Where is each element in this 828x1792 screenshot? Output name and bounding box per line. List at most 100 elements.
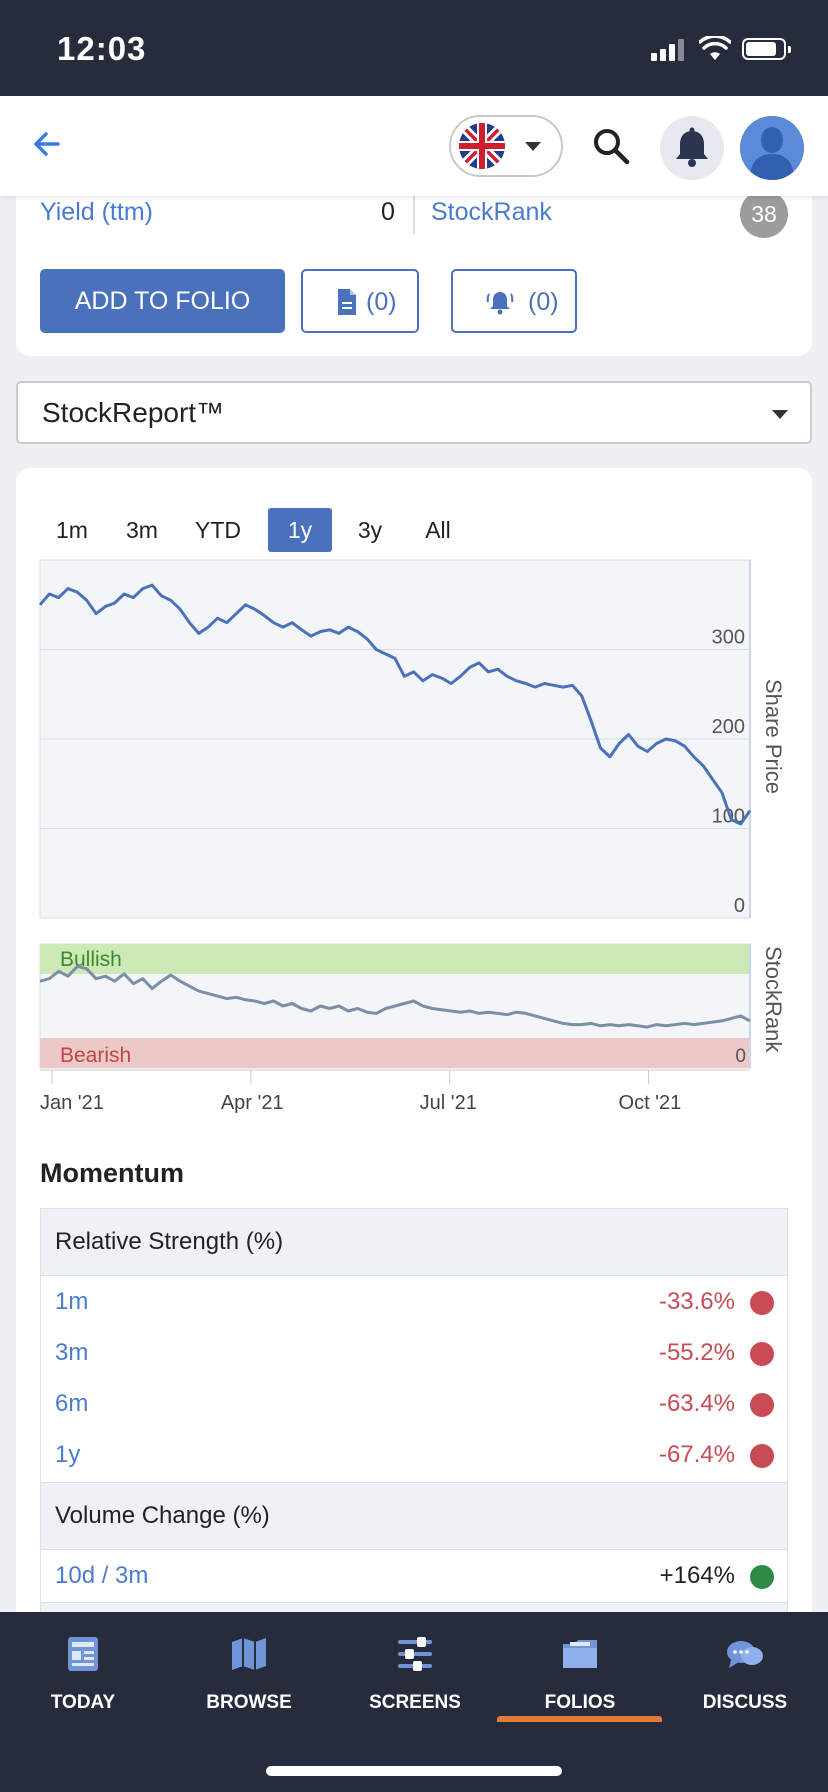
range-tab-ytd[interactable]: YTD — [195, 517, 241, 543]
bell-alert-icon — [486, 292, 514, 315]
back-arrow-icon[interactable] — [28, 124, 68, 164]
add-to-folio-button[interactable]: ADD TO FOLIO — [40, 269, 285, 333]
table-row: 1m -33.6% — [41, 1276, 787, 1327]
tab-screens[interactable]: SCREENS — [332, 1612, 498, 1732]
table-row: 6m -63.4% — [41, 1378, 787, 1429]
x-tick-label: Oct '21 — [619, 1092, 682, 1114]
status-dot-icon — [750, 1565, 774, 1589]
map-icon — [232, 1638, 266, 1670]
sliders-icon — [398, 1637, 432, 1671]
tab-label: DISCUSS — [702, 1692, 788, 1713]
tab-label: FOLIOS — [544, 1692, 616, 1713]
bell-icon — [676, 127, 708, 167]
top-nav-bar — [0, 96, 828, 196]
tab-label: BROWSE — [206, 1692, 292, 1713]
row-value: -67.4% — [658, 1441, 735, 1468]
table-row: 1y -67.4% — [41, 1429, 787, 1482]
tab-today[interactable]: TODAY — [0, 1612, 166, 1732]
x-tick-label: Jan '21 — [40, 1092, 104, 1114]
report-select[interactable]: StockReport™ — [16, 381, 812, 444]
row-label[interactable]: 3m — [55, 1339, 89, 1366]
row-label[interactable]: 6m — [55, 1390, 89, 1417]
notifications-button[interactable] — [660, 116, 724, 180]
bottom-tab-bar: TODAY BROWSE SCREENS FOLIOS — [0, 1612, 828, 1792]
volume-change-title: Volume Change (%) — [55, 1502, 270, 1529]
bullish-label: Bullish — [60, 948, 122, 971]
avatar[interactable] — [740, 116, 804, 180]
y-tick-label: 200 — [712, 716, 745, 738]
chevron-down-icon — [525, 142, 541, 151]
tab-browse[interactable]: BROWSE — [166, 1612, 332, 1732]
share-price-axis-label: Share Price — [761, 679, 786, 794]
report-select-value: StockReport™ — [42, 397, 225, 428]
stockrank-label[interactable]: StockRank — [431, 198, 552, 226]
home-indicator[interactable] — [266, 1766, 562, 1776]
document-icon — [338, 289, 356, 315]
chevron-down-icon — [772, 410, 788, 419]
bearish-band — [40, 1038, 750, 1068]
row-label[interactable]: 10d / 3m — [55, 1562, 149, 1589]
divider — [413, 194, 415, 234]
status-bar: 12:03 — [0, 0, 828, 96]
y-tick-label: 300 — [712, 627, 745, 649]
x-tick-label: Jul '21 — [420, 1092, 477, 1114]
bullish-band — [40, 944, 750, 974]
cellular-signal-icon — [651, 37, 687, 61]
battery-icon — [742, 38, 791, 60]
today-icon — [68, 1637, 98, 1671]
volume-change-header: Volume Change (%) — [41, 1482, 787, 1550]
yield-value: 0 — [381, 198, 395, 226]
search-icon[interactable] — [591, 126, 631, 166]
user-icon — [740, 116, 804, 180]
row-value: +164% — [659, 1562, 735, 1589]
relative-strength-title: Relative Strength (%) — [55, 1228, 284, 1255]
status-dot-icon — [750, 1291, 774, 1315]
relative-strength-header: Relative Strength (%) — [41, 1209, 787, 1276]
stockrank-axis-label: StockRank — [761, 946, 786, 1053]
wifi-icon — [699, 36, 731, 60]
tab-label: SCREENS — [369, 1692, 461, 1713]
stockrank-line — [39, 964, 751, 1029]
row-label[interactable]: 1m — [55, 1288, 89, 1315]
notes-count: (0) — [366, 288, 397, 316]
notes-button[interactable]: (0) — [301, 269, 419, 333]
market-selector[interactable] — [449, 115, 563, 177]
row-label[interactable]: 1y — [55, 1441, 81, 1468]
chart-card: 1m 3m YTD 1y 3y All 0 100 200 300 Share Pri… — [16, 468, 812, 1628]
range-tab-all[interactable]: All — [425, 517, 451, 543]
yield-label[interactable]: Yield (ttm) — [40, 198, 153, 226]
stockrank-badge: 38 — [740, 190, 788, 238]
uk-flag-icon — [459, 123, 505, 169]
bearish-label: Bearish — [60, 1044, 131, 1067]
table-row: 3m -55.2% — [41, 1327, 787, 1378]
tab-discuss[interactable]: DISCUSS — [662, 1612, 828, 1732]
range-tab-1y[interactable]: 1y — [268, 508, 332, 552]
stockrank-zero-tick: 0 — [735, 1046, 746, 1067]
momentum-title: Momentum — [40, 1158, 184, 1188]
momentum-table: Relative Strength (%) 1m -33.6% 3m -55.2… — [40, 1208, 788, 1624]
x-tick-label: Apr '21 — [221, 1092, 284, 1114]
tab-label: TODAY — [50, 1692, 116, 1713]
range-tab-1m[interactable]: 1m — [56, 517, 88, 543]
status-dot-icon — [750, 1393, 774, 1417]
status-dot-icon — [750, 1444, 774, 1468]
alerts-count: (0) — [528, 288, 559, 316]
folder-icon — [563, 1640, 597, 1668]
share-price-line — [38, 583, 752, 826]
status-dot-icon — [750, 1342, 774, 1366]
chat-icon — [727, 1641, 763, 1668]
y-tick-label: 0 — [734, 895, 745, 917]
row-value: -55.2% — [658, 1339, 735, 1366]
active-tab-indicator — [497, 1716, 662, 1722]
range-tab-3y[interactable]: 3y — [357, 517, 383, 543]
tab-folios[interactable]: FOLIOS — [497, 1612, 663, 1732]
range-tab-3m[interactable]: 3m — [126, 517, 158, 543]
status-time: 12:03 — [57, 30, 147, 67]
row-value: -33.6% — [658, 1288, 735, 1315]
row-value: -63.4% — [658, 1390, 735, 1417]
x-axis: Jan '21 Apr '21 Jul '21 Oct '21 — [40, 1069, 750, 1114]
table-row: 10d / 3m +164% — [41, 1550, 787, 1602]
alerts-button[interactable]: (0) — [451, 269, 577, 333]
